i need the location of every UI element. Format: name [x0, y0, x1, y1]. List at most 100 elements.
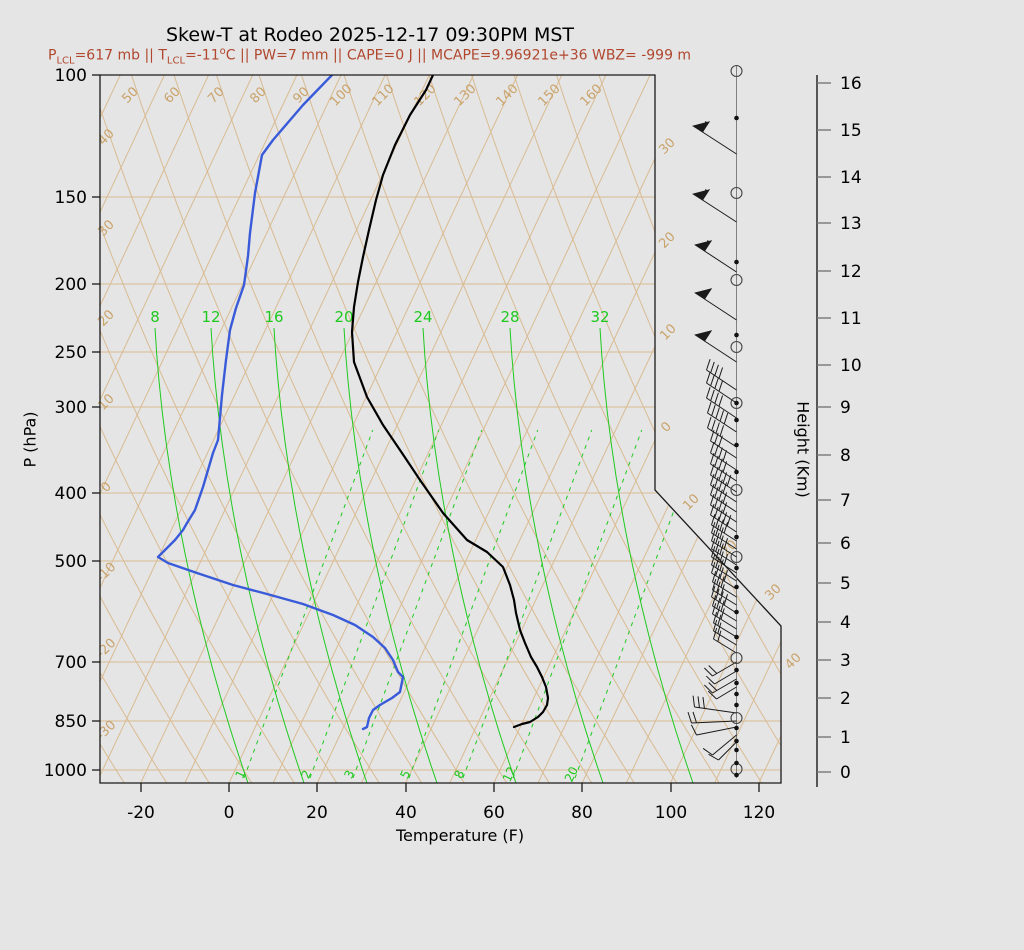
- wind-barb-shaft: [712, 581, 737, 598]
- wind-barb-tick: [710, 483, 715, 496]
- temperature-axis-label: Temperature (F): [395, 826, 525, 845]
- wind-barb-tick: [723, 522, 729, 534]
- wind-barb-tick: [719, 425, 725, 437]
- isotherm-line: [0, 75, 32, 783]
- wind-barb: [710, 483, 737, 513]
- wind-barb-tick: [710, 361, 715, 373]
- isotherm-line: [581, 75, 781, 783]
- wind-barb-tick: [713, 611, 718, 624]
- wind-barb-tick: [722, 502, 728, 514]
- station-dot: [734, 400, 739, 406]
- station-dot: [734, 534, 739, 540]
- wind-barb-shaft: [710, 504, 737, 523]
- height-tick-label: 16: [840, 74, 862, 94]
- wind-barb: [692, 695, 737, 714]
- wind-barb: [692, 120, 737, 155]
- moist-adiabat-line: [343, 327, 438, 783]
- wind-barb-tick: [723, 554, 729, 566]
- dry-adiabat-line: [216, 75, 550, 783]
- dry-adiabat-line: [100, 75, 423, 783]
- wind-barb-tick: [710, 429, 715, 442]
- wind-barb: [711, 521, 737, 550]
- station-dot: [734, 772, 739, 778]
- wind-barb-shaft: [710, 452, 737, 471]
- height-tick-label: 12: [840, 262, 862, 282]
- wind-barb-flag: [692, 189, 711, 201]
- moist-adiabat-label: 28: [500, 308, 519, 326]
- moist-adiabat-label: 24: [413, 308, 432, 326]
- dry-adiabat-line: [173, 75, 508, 783]
- wind-barb-flag: [694, 288, 713, 300]
- height-tick-label: 11: [840, 309, 862, 329]
- wind-barb-tick: [707, 402, 712, 414]
- height-tick-label: 15: [840, 121, 862, 141]
- wind-barb-tick: [711, 585, 716, 598]
- wind-barb-tick: [702, 697, 705, 709]
- wind-barb-tick: [715, 407, 720, 419]
- wind-barb-tick: [711, 553, 716, 566]
- wind-barb-tick: [708, 682, 718, 691]
- wind-barb-tick: [719, 410, 725, 422]
- wind-barb-shaft: [710, 514, 737, 533]
- dry-adiabat-line: [301, 75, 635, 783]
- moist-adiabat-line: [154, 327, 249, 783]
- wind-barb-shaft: [710, 463, 737, 482]
- wind-barb: [712, 594, 737, 622]
- isotherm-line: [184, 75, 519, 783]
- station-circle: [730, 711, 743, 725]
- dry-adiabat-line: [258, 75, 593, 783]
- wind-barb: [711, 545, 737, 574]
- wind-barb-tick: [711, 419, 716, 431]
- wind-barb-shaft: [712, 734, 737, 756]
- mixing-ratio-line: [243, 429, 374, 779]
- mixing-ratio-line: [408, 429, 539, 779]
- chart-title: Skew-T at Rodeo 2025-12-17 09:30PM MST: [165, 24, 575, 46]
- wind-barb-shaft: [696, 726, 737, 736]
- wind-barb-tick: [718, 380, 724, 392]
- station-circle: [730, 340, 743, 354]
- wind-barb: [712, 570, 737, 598]
- height-tick-label: 3: [840, 651, 851, 671]
- dry-adiabat-line: [386, 75, 720, 783]
- wind-barb: [713, 627, 737, 654]
- wind-barb: [694, 288, 737, 321]
- wind-barb: [708, 741, 737, 761]
- wind-barb-tick: [710, 389, 715, 401]
- wind-barb: [694, 330, 737, 363]
- dry-adiabat-label-top: 50: [119, 84, 141, 106]
- wind-barb-tick: [720, 608, 725, 620]
- wind-barb-tick: [687, 711, 692, 724]
- wind-barb: [704, 678, 737, 694]
- dry-adiabat-label-left: 30: [95, 217, 117, 239]
- wind-barb-tick: [711, 537, 716, 550]
- wind-barb: [702, 734, 737, 756]
- station-circled-dot: [730, 396, 743, 410]
- wind-barb-tick: [692, 695, 695, 708]
- moist-adiabat-line: [422, 327, 517, 783]
- wind-barb-tick: [722, 482, 728, 494]
- dry-adiabat-label-top: 80: [247, 84, 269, 106]
- subtitle-segment: P: [48, 47, 57, 64]
- wind-barb-tick: [714, 364, 719, 376]
- wind-barb: [710, 473, 737, 503]
- wind-barb: [705, 670, 737, 685]
- pressure-tick-label: 150: [55, 188, 87, 208]
- wind-barb: [710, 452, 737, 482]
- wind-barb: [694, 240, 737, 273]
- wind-barb-tick: [707, 417, 712, 429]
- moist-adiabat-label: 12: [201, 308, 220, 326]
- station-circle: [730, 186, 743, 200]
- wind-barb-tick: [717, 630, 722, 642]
- temperature-tick-label: 80: [571, 803, 593, 823]
- isotherm-line: [100, 75, 210, 783]
- pressure-tick-label: 850: [55, 712, 87, 732]
- height-tick-label: 0: [840, 763, 851, 783]
- mixing-ratio-line: [352, 429, 483, 779]
- isotherm-line: [100, 75, 254, 783]
- height-tick-label: 4: [840, 613, 851, 633]
- wind-barb-tick: [692, 711, 697, 723]
- wind-barb-tick: [712, 602, 717, 615]
- station-circle: [730, 483, 743, 497]
- dry-adiabat-line: [100, 75, 380, 783]
